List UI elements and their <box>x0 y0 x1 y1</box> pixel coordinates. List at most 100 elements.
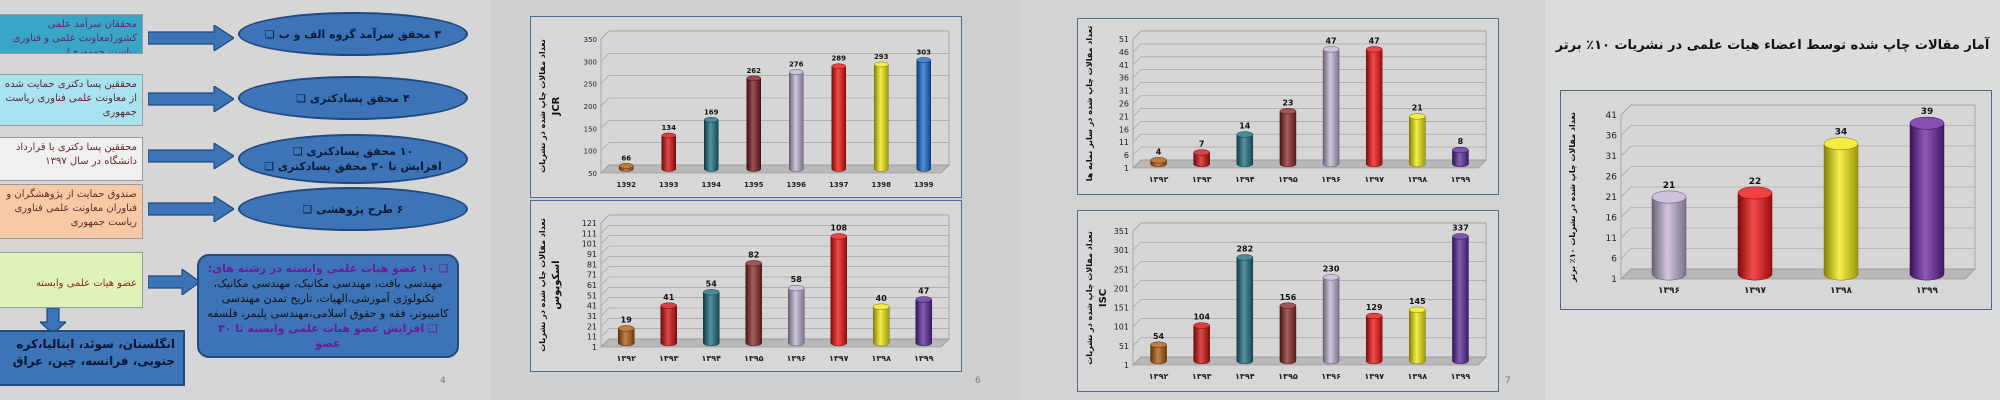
y-axis-label-2: ISC <box>1098 289 1109 307</box>
slide-publications-jcr-scopus: 50 100 150 200 250 300 350 تعداد مقالات چاپ شده… <box>490 0 1020 400</box>
y-tick-label: 350 <box>584 36 597 44</box>
data-label: 337 <box>1452 223 1469 232</box>
y-tick-label: 200 <box>584 103 597 111</box>
data-label: 282 <box>1236 245 1253 254</box>
gridline <box>600 214 949 224</box>
gridline <box>1132 30 1486 40</box>
y-tick-label: 101 <box>582 240 597 249</box>
y-axis-label: تعداد مقالات چاپ شده در نشریات <box>538 218 547 352</box>
oval-elite-count: ۳ محقق سرآمد گروه الف و ب ❑ <box>238 12 468 56</box>
x-tick-label: ۱۳۹۲ <box>1149 175 1169 184</box>
page-number: 7 <box>1505 376 1511 386</box>
y-tick-label: 6 <box>1611 255 1617 265</box>
data-label: 14 <box>1239 122 1251 131</box>
y-tick-label: 301 <box>1114 246 1129 255</box>
plot-floor <box>1132 356 1487 366</box>
bar <box>1452 146 1469 168</box>
box-elite-researchers: محققان سرآمد علمی کشور(معاونت علمی و فنا… <box>0 14 143 54</box>
data-label: 145 <box>1409 297 1426 306</box>
oval-postdoc-expansion: ۱۰ محقق پسادکتری ❑ افزایش تا ۳۰ محقق پساد… <box>238 134 468 184</box>
bar <box>704 117 719 172</box>
y-axis-label: تعداد مقالات چاپ شده در نشریات <box>538 39 547 173</box>
y-tick-label: 351 <box>1114 227 1129 236</box>
x-tick-label: ۱۳۹۶ <box>1321 175 1341 184</box>
x-tick-label: ۱۳۹۸ <box>871 354 891 363</box>
y-tick-label: 1 <box>1124 164 1129 173</box>
data-label: 47 <box>918 287 929 296</box>
chart-isc: 1 51 101 151 201 251 301 351 تعداد مقالات چاپ شد… <box>1077 210 1499 392</box>
data-label: 82 <box>748 250 759 259</box>
data-label: 262 <box>746 67 761 75</box>
gridline <box>1132 260 1486 270</box>
data-label: 4 <box>1156 147 1162 156</box>
x-tick-label: ۱۳۹۸ <box>1408 175 1428 184</box>
arrow-down-icon <box>40 308 66 334</box>
y-tick-label: 51 <box>587 291 597 300</box>
bar <box>618 325 635 347</box>
bar <box>789 69 804 172</box>
data-label: 54 <box>1153 332 1165 341</box>
chart-top10: 1 6 11 16 21 26 31 36 41 تعداد مقالات چاپ شده در … <box>1560 90 1992 310</box>
bar <box>874 61 889 172</box>
y-tick-label: 121 <box>582 219 597 228</box>
y-tick-label: 21 <box>1606 193 1617 203</box>
faculty-fields: مهندسی بافت، مهندسی مکانیک، مهندسی مکانی… <box>207 277 449 320</box>
bar <box>619 163 634 172</box>
bar <box>1236 131 1254 168</box>
data-label: 129 <box>1366 303 1383 312</box>
x-tick-label: ۱۳۹۴ <box>1235 175 1255 184</box>
chart-title: آمار مقالات چاپ شده توسط اعضاء هیات علمی… <box>1555 38 1990 53</box>
arrow-right-icon <box>148 86 234 112</box>
y-tick-label: 1 <box>1124 361 1129 370</box>
y-tick-label: 16 <box>1606 214 1618 224</box>
arrow-right-icon <box>148 196 234 222</box>
box-affiliated-faculty: عضو هیات علمی وابسته <box>0 252 143 308</box>
gridline <box>1132 43 1486 53</box>
y-axis-label: تعداد مقالات چاپ شده در نشریات <box>1085 231 1094 365</box>
y-tick-label: 81 <box>587 260 597 269</box>
y-tick-label: 31 <box>587 312 597 321</box>
y-tick-label: 11 <box>587 333 597 342</box>
bar <box>1193 149 1210 168</box>
data-label: 21 <box>1663 181 1676 191</box>
faculty-headline: ❑ ۱۰ عضو هیات علمی وابسته در رشته های: <box>207 262 449 275</box>
bar <box>660 302 677 347</box>
box-postdoc-university: محققین پسا دکتری با قرارداد دانشگاه در س… <box>0 137 143 181</box>
bar <box>915 296 932 347</box>
faculty-target: ❑ افزایش عضو هیات علمی وابسته تا ۳۰ عضو <box>218 322 438 350</box>
y-axis-label: تعداد مقالات چاپ شده در نشریات ۱۰٪ برتر <box>1568 112 1577 283</box>
x-tick-label: ۱۳۹۹ <box>1451 372 1471 381</box>
gridline <box>1132 241 1486 251</box>
bar <box>1365 46 1383 168</box>
bar <box>1193 322 1210 365</box>
data-label: 276 <box>789 61 804 69</box>
data-label: 23 <box>1282 98 1293 107</box>
bar <box>831 63 846 172</box>
x-tick-label: ۱۳۹۷ <box>1364 175 1384 184</box>
x-tick-label: ۱۳۹۴ <box>1235 372 1255 381</box>
plot-wall <box>600 30 950 174</box>
x-tick-label: ۱۳۹۲ <box>616 354 636 363</box>
data-label: 21 <box>1412 104 1424 113</box>
gridline <box>600 53 949 62</box>
y-tick-label: 11 <box>1119 138 1129 147</box>
x-tick-label: 1398 <box>872 181 892 189</box>
bar <box>661 132 676 172</box>
bar <box>873 303 890 347</box>
x-tick-label: ۱۳۹۳ <box>1192 372 1212 381</box>
slide-top10-publications: آمار مقالات چاپ شده توسط اعضاء هیات علمی… <box>1545 0 2000 400</box>
bar <box>1737 186 1773 281</box>
data-label: 289 <box>831 55 846 63</box>
y-tick-label: 61 <box>587 281 597 290</box>
y-tick-label: 201 <box>1114 284 1129 293</box>
plot-wall <box>600 214 950 348</box>
y-tick-label: 21 <box>1119 112 1129 121</box>
data-label: 58 <box>791 275 803 284</box>
data-label: 41 <box>663 293 675 302</box>
data-label: 293 <box>874 53 889 61</box>
bar <box>1236 254 1254 365</box>
x-tick-label: ۱۳۹۵ <box>1278 175 1298 184</box>
x-tick-label: ۱۳۹۴ <box>701 354 721 363</box>
gridline <box>1620 186 1975 198</box>
data-label: 7 <box>1199 140 1205 149</box>
